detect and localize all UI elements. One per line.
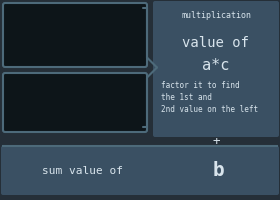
Text: a*c: a*c — [202, 58, 230, 72]
FancyBboxPatch shape — [153, 1, 279, 137]
Text: multiplication: multiplication — [181, 11, 251, 21]
FancyBboxPatch shape — [3, 73, 147, 132]
FancyBboxPatch shape — [3, 3, 147, 67]
Text: value of: value of — [183, 36, 249, 50]
Text: sum value of: sum value of — [43, 166, 123, 176]
FancyBboxPatch shape — [1, 146, 279, 195]
Text: b: b — [212, 161, 224, 180]
Text: factor it to find: factor it to find — [161, 82, 240, 90]
Text: +: + — [212, 135, 220, 148]
Text: the 1st and: the 1st and — [161, 94, 212, 102]
Text: 2nd value on the left: 2nd value on the left — [161, 106, 258, 114]
